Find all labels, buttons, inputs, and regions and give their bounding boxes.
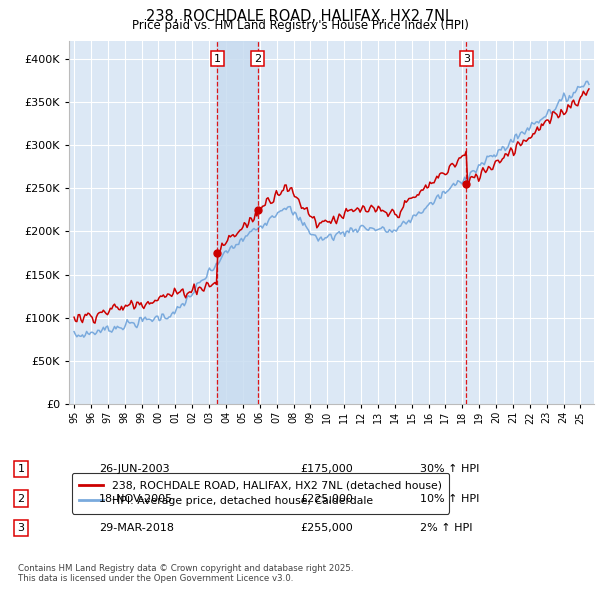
Text: 2: 2 — [254, 54, 261, 64]
Text: 26-JUN-2003: 26-JUN-2003 — [99, 464, 170, 474]
Text: £255,000: £255,000 — [300, 523, 353, 533]
Text: 1: 1 — [214, 54, 221, 64]
Text: 2: 2 — [17, 494, 25, 503]
Text: 2% ↑ HPI: 2% ↑ HPI — [420, 523, 473, 533]
Text: Price paid vs. HM Land Registry's House Price Index (HPI): Price paid vs. HM Land Registry's House … — [131, 19, 469, 32]
Text: Contains HM Land Registry data © Crown copyright and database right 2025.
This d: Contains HM Land Registry data © Crown c… — [18, 563, 353, 583]
Text: 18-NOV-2005: 18-NOV-2005 — [99, 494, 173, 503]
Text: 10% ↑ HPI: 10% ↑ HPI — [420, 494, 479, 503]
Text: 3: 3 — [463, 54, 470, 64]
Legend: 238, ROCHDALE ROAD, HALIFAX, HX2 7NL (detached house), HPI: Average price, detac: 238, ROCHDALE ROAD, HALIFAX, HX2 7NL (de… — [72, 473, 449, 514]
Text: £175,000: £175,000 — [300, 464, 353, 474]
Text: 29-MAR-2018: 29-MAR-2018 — [99, 523, 174, 533]
Text: £225,000: £225,000 — [300, 494, 353, 503]
Bar — [217, 41, 258, 404]
Text: 1: 1 — [17, 464, 25, 474]
Text: 238, ROCHDALE ROAD, HALIFAX, HX2 7NL: 238, ROCHDALE ROAD, HALIFAX, HX2 7NL — [146, 9, 454, 24]
Text: 3: 3 — [17, 523, 25, 533]
Text: 30% ↑ HPI: 30% ↑ HPI — [420, 464, 479, 474]
